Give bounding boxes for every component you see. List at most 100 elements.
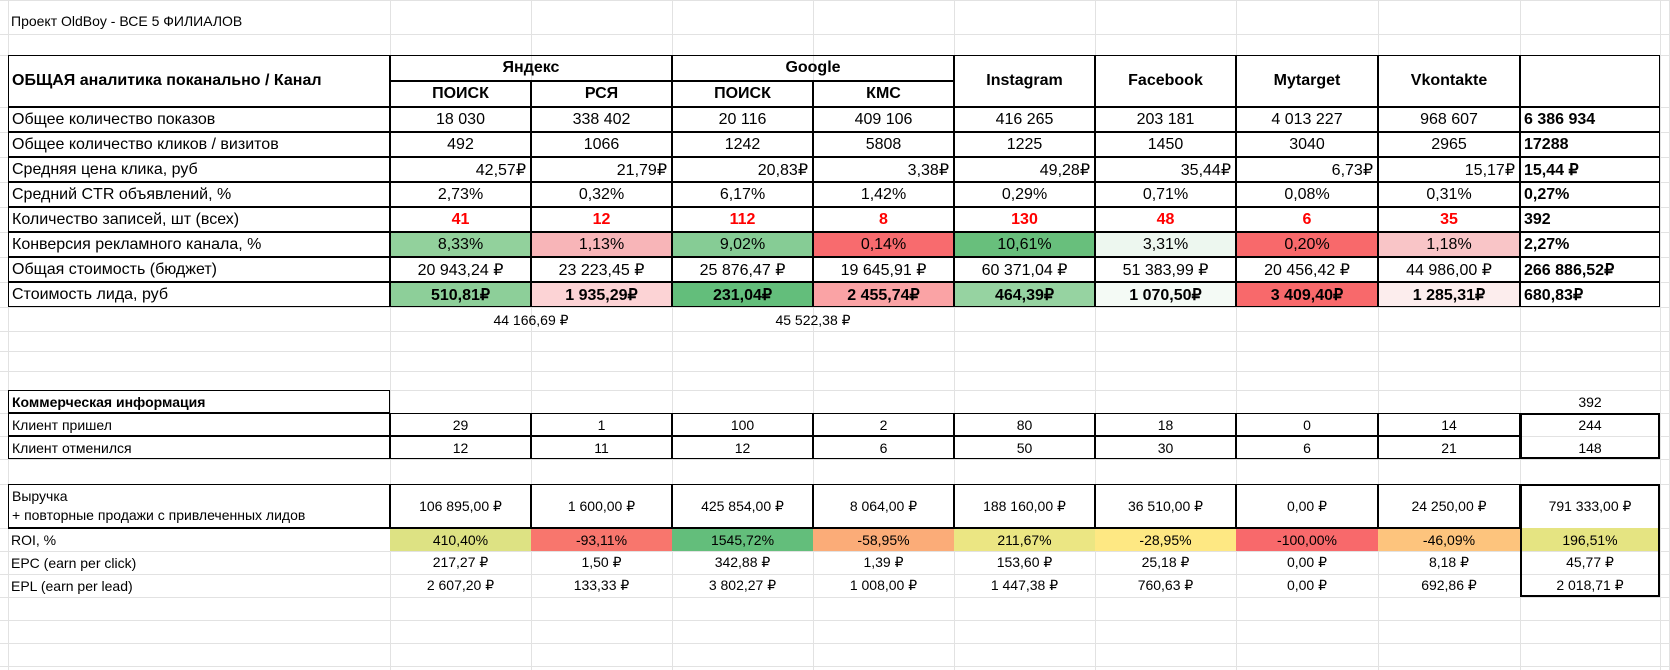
commercial-cell[interactable]: 2 — [813, 413, 954, 436]
commercial-cell[interactable]: 0 — [1236, 413, 1378, 436]
metric-cell[interactable]: 18 030 — [390, 107, 531, 132]
metric-cell[interactable]: 9,02% — [672, 232, 813, 257]
metric-cell[interactable]: 1,42% — [813, 182, 954, 207]
channel-header[interactable]: КМС — [813, 81, 954, 107]
channel-header[interactable]: Mytarget — [1236, 55, 1378, 107]
metric-total[interactable]: 2,27% — [1520, 232, 1660, 257]
metric-label[interactable]: Общее количество показов — [8, 107, 390, 132]
metric-cell[interactable]: 25 876,47 ₽ — [672, 257, 813, 282]
metric-cell[interactable]: 3,31% — [1095, 232, 1236, 257]
roi-cell[interactable]: 410,40% — [390, 528, 531, 551]
metric-cell[interactable]: 21,79₽ — [531, 157, 672, 182]
metric-total[interactable]: 392 — [1520, 207, 1660, 232]
revenue-cell[interactable]: 425 854,00 ₽ — [672, 484, 813, 528]
metric-cell[interactable]: 0,71% — [1095, 182, 1236, 207]
roi-cell[interactable]: -58,95% — [813, 528, 954, 551]
channel-header[interactable]: РСЯ — [531, 81, 672, 107]
metric-cell[interactable]: 8 — [813, 207, 954, 232]
metric-cell[interactable]: 0,31% — [1378, 182, 1520, 207]
metric-cell[interactable]: 60 371,04 ₽ — [954, 257, 1095, 282]
metric-cell[interactable]: 35 — [1378, 207, 1520, 232]
roi-label[interactable]: ROI, % — [11, 531, 57, 548]
metric-cell[interactable]: 12 — [531, 207, 672, 232]
metric-total[interactable]: 17288 — [1520, 132, 1660, 157]
metric-label[interactable]: Общая стоимость (бюджет) — [8, 257, 390, 282]
epc-total[interactable]: 45,77 ₽ — [1566, 554, 1614, 570]
project-title[interactable]: Проект OldBoy - ВСЕ 5 ФИЛИАЛОВ — [11, 13, 243, 29]
metric-cell[interactable]: 1225 — [954, 132, 1095, 157]
metric-cell[interactable]: 492 — [390, 132, 531, 157]
revenue-cell[interactable]: 1 600,00 ₽ — [531, 484, 672, 528]
commercial-cell[interactable]: 18 — [1095, 413, 1236, 436]
commercial-header-label[interactable]: Коммерческая информация — [8, 390, 390, 413]
epc-label[interactable]: EPC (earn per click) — [11, 554, 137, 571]
roi-cell[interactable]: -93,11% — [531, 528, 672, 551]
subtotal-google[interactable]: 45 522,38 ₽ — [775, 311, 851, 328]
metric-cell[interactable]: 6 — [1236, 207, 1378, 232]
group-yandex[interactable]: Яндекс — [390, 55, 672, 81]
epl-cell[interactable]: 3 802,27 ₽ — [708, 577, 777, 593]
metric-cell[interactable]: 51 383,99 ₽ — [1095, 257, 1236, 282]
metric-cell[interactable]: 15,17₽ — [1378, 157, 1520, 182]
channel-header[interactable]: ПОИСК — [672, 81, 813, 107]
metric-cell[interactable]: 6,73₽ — [1236, 157, 1378, 182]
metric-cell[interactable]: 1450 — [1095, 132, 1236, 157]
metric-cell[interactable]: 1242 — [672, 132, 813, 157]
metric-cell[interactable]: 464,39₽ — [954, 282, 1095, 307]
metric-cell[interactable]: 3040 — [1236, 132, 1378, 157]
commercial-cell[interactable]: 11 — [531, 436, 672, 459]
metric-cell[interactable]: 6,17% — [672, 182, 813, 207]
revenue-cell[interactable]: 188 160,00 ₽ — [954, 484, 1095, 528]
revenue-cell[interactable]: 106 895,00 ₽ — [390, 484, 531, 528]
commercial-total[interactable]: 148 — [1578, 439, 1602, 456]
commercial-total[interactable]: 244 — [1578, 416, 1602, 433]
metric-cell[interactable]: 5808 — [813, 132, 954, 157]
epc-cell[interactable]: 217,27 ₽ — [432, 554, 489, 570]
metric-total[interactable]: 15,44 ₽ — [1520, 157, 1660, 182]
metric-label[interactable]: Средний CTR объявлений, % — [8, 182, 390, 207]
metric-cell[interactable]: 0,29% — [954, 182, 1095, 207]
metric-cell[interactable]: 10,61% — [954, 232, 1095, 257]
metric-total[interactable]: 266 886,52₽ — [1520, 257, 1660, 282]
metric-cell[interactable]: 20,83₽ — [672, 157, 813, 182]
metric-cell[interactable]: 416 265 — [954, 107, 1095, 132]
channel-header[interactable]: ПОИСК — [390, 81, 531, 107]
metric-total[interactable]: 6 386 934 — [1520, 107, 1660, 132]
epc-cell[interactable]: 153,60 ₽ — [996, 554, 1053, 570]
epc-cell[interactable]: 8,18 ₽ — [1428, 554, 1470, 570]
total-header[interactable] — [1520, 55, 1660, 107]
subtotal-yandex[interactable]: 44 166,69 ₽ — [493, 311, 569, 328]
roi-cell[interactable]: -28,95% — [1095, 528, 1236, 551]
metric-cell[interactable]: 130 — [954, 207, 1095, 232]
commercial-cell[interactable]: 12 — [390, 436, 531, 459]
epl-cell[interactable]: 692,86 ₽ — [1421, 577, 1477, 593]
epl-cell[interactable]: 133,33 ₽ — [573, 577, 630, 593]
metric-cell[interactable]: 23 223,45 ₽ — [531, 257, 672, 282]
metric-cell[interactable]: 48 — [1095, 207, 1236, 232]
metric-cell[interactable]: 4 013 227 — [1236, 107, 1378, 132]
revenue-cell[interactable]: 24 250,00 ₽ — [1378, 484, 1520, 528]
roi-cell[interactable]: -100,00% — [1236, 528, 1378, 551]
metric-cell[interactable]: 0,14% — [813, 232, 954, 257]
metric-cell[interactable]: 20 116 — [672, 107, 813, 132]
metric-cell[interactable]: 35,44₽ — [1095, 157, 1236, 182]
roi-total[interactable]: 196,51% — [1520, 528, 1660, 551]
epc-cell[interactable]: 1,39 ₽ — [863, 554, 904, 570]
revenue-label[interactable]: Выручка + повторные продажи с привлеченны… — [8, 484, 390, 528]
metric-cell[interactable]: 2965 — [1378, 132, 1520, 157]
commercial-label[interactable]: Клиент пришел — [8, 413, 390, 436]
roi-cell[interactable]: 211,67% — [954, 528, 1095, 551]
commercial-cell[interactable]: 30 — [1095, 436, 1236, 459]
analytics-header-label[interactable]: ОБЩАЯ аналитика поканально / Канал — [8, 55, 390, 107]
epl-total[interactable]: 2 018,71 ₽ — [1556, 577, 1624, 593]
metric-cell[interactable]: 1 285,31₽ — [1378, 282, 1520, 307]
metric-cell[interactable]: 510,81₽ — [390, 282, 531, 307]
metric-cell[interactable]: 0,08% — [1236, 182, 1378, 207]
epc-cell[interactable]: 25,18 ₽ — [1141, 554, 1190, 570]
metric-label[interactable]: Стоимость лида, руб — [8, 282, 390, 307]
metric-cell[interactable]: 2 455,74₽ — [813, 282, 954, 307]
metric-cell[interactable]: 112 — [672, 207, 813, 232]
roi-cell[interactable]: -46,09% — [1378, 528, 1520, 551]
metric-label[interactable]: Общее количество кликов / визитов — [8, 132, 390, 157]
metric-cell[interactable]: 20 943,24 ₽ — [390, 257, 531, 282]
